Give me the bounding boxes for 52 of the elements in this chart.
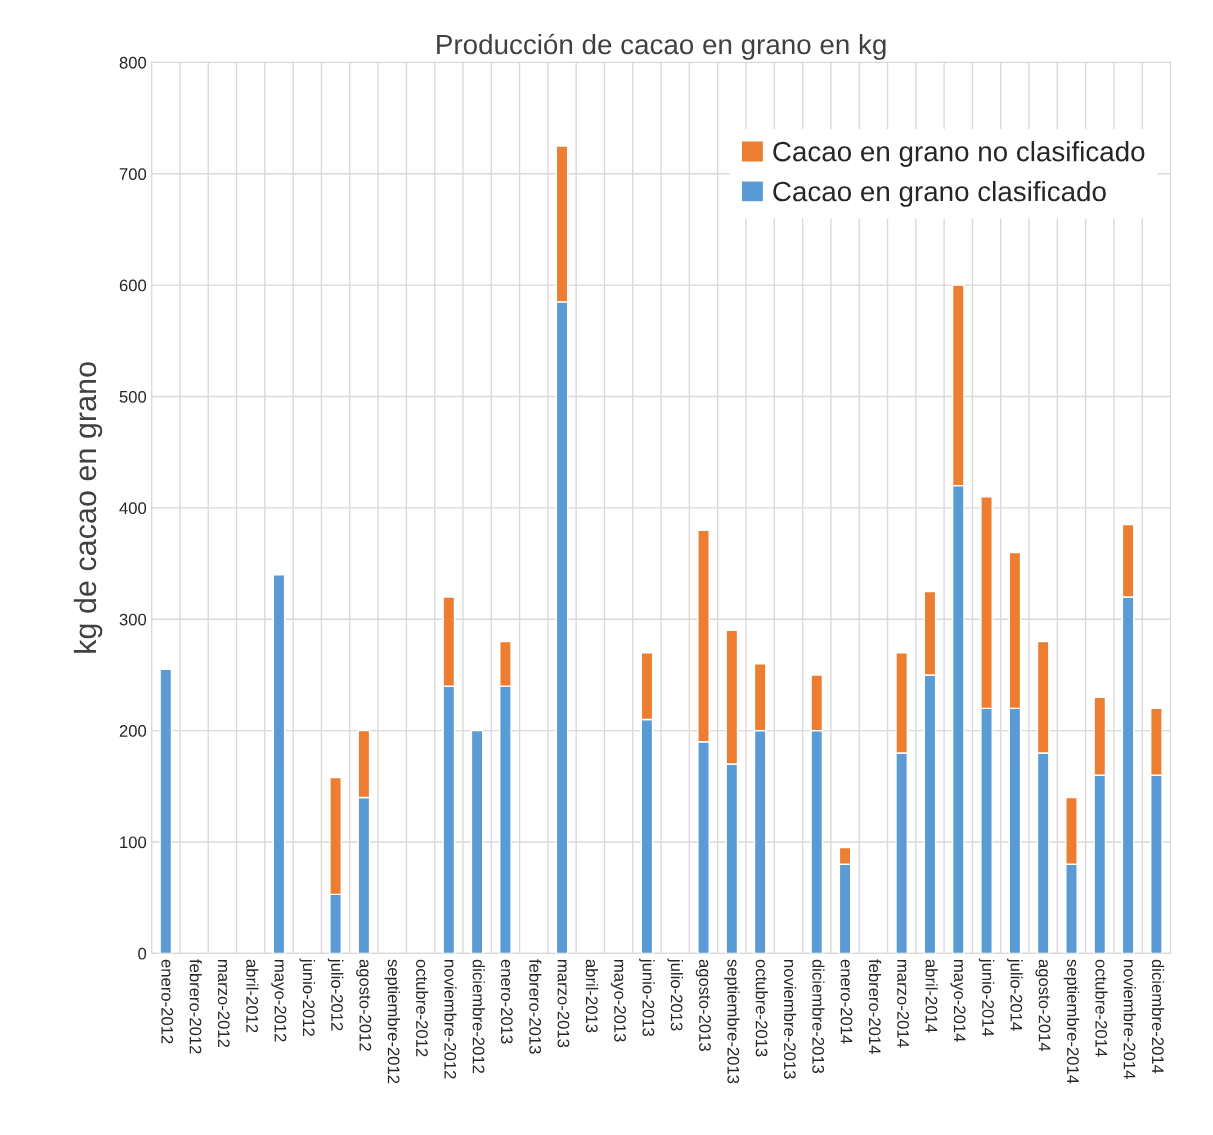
x-tick-label: febrero-2014 (868, 959, 882, 1054)
chart-title: Producción de cacao en grano en kg (437, 33, 886, 60)
y-tick-label: 800 (119, 56, 147, 69)
x-tick-label: abril-2013 (585, 959, 599, 1033)
y-axis-title: kg de cacao en grano (73, 362, 103, 653)
x-tick-label: julio-2012 (327, 958, 344, 1031)
x-tick-label: diciembre-2013 (812, 959, 825, 1074)
x-tick-label: agosto-2013 (695, 959, 711, 1051)
x-tick-label: marzo-2013 (557, 960, 570, 1048)
x-tick-label: enero-2012 (161, 959, 174, 1044)
y-tick-label: 700 (119, 168, 147, 180)
x-tick-label: octubre-2012 (416, 959, 429, 1057)
x-tick-label: noviembre-2012 (444, 960, 457, 1079)
x-tick-label: agosto-2012 (356, 959, 372, 1051)
x-tick-label: agosto-2014 (1035, 959, 1051, 1052)
legend-label: Cacao en grano no clasificado (773, 141, 1145, 167)
y-tick-label: 200 (119, 725, 147, 737)
x-tick-label: octubre-2014 (1095, 959, 1108, 1057)
x-tick-label: febrero-2013 (529, 959, 542, 1054)
x-tick-label: junio-2014 (978, 958, 995, 1037)
x-tick-label: septiembre-2012 (384, 959, 400, 1084)
x-tick-label: mayo-2012 (271, 960, 287, 1042)
x-tick-label: enero-2013 (500, 959, 513, 1044)
x-tick-label: noviembre-2014 (1123, 960, 1136, 1079)
x-tick-label: abril-2012 (246, 959, 259, 1033)
x-tick-label: mayo-2013 (610, 960, 626, 1042)
x-tick-label: noviembre-2013 (783, 960, 797, 1079)
x-tick-label: mayo-2014 (950, 960, 966, 1042)
y-tick-label: 300 (119, 613, 147, 626)
x-tick-label: julio-2013 (667, 958, 683, 1031)
x-tick-label: enero-2014 (840, 959, 853, 1044)
x-tick-label: marzo-2014 (897, 960, 909, 1048)
y-tick-label: 500 (119, 390, 147, 403)
x-tick-label: abril-2014 (925, 959, 938, 1033)
legend-label: Cacao en grano clasificado (773, 180, 1106, 207)
y-tick-label: 0 (138, 947, 147, 960)
x-tick-label: febrero-2012 (189, 959, 202, 1054)
x-tick-label: diciembre-2014 (1151, 959, 1165, 1074)
x-tick-label: septiembre-2013 (724, 959, 740, 1084)
x-tick-label: diciembre-2012 (472, 959, 485, 1073)
x-tick-label: julio-2014 (1007, 958, 1023, 1031)
x-tick-label: junio-2012 (299, 958, 316, 1036)
y-tick-label: 600 (119, 279, 147, 292)
x-tick-label: octubre-2013 (755, 959, 768, 1057)
bar (272, 574, 286, 954)
x-tick-label: junio-2013 (639, 958, 655, 1037)
x-tick-label: septiembre-2014 (1063, 959, 1080, 1084)
y-tick-label: 100 (120, 836, 147, 849)
bar (470, 729, 484, 954)
y-tick-label: 400 (119, 502, 147, 515)
x-tick-label: marzo-2012 (217, 960, 230, 1048)
bar (159, 668, 173, 954)
